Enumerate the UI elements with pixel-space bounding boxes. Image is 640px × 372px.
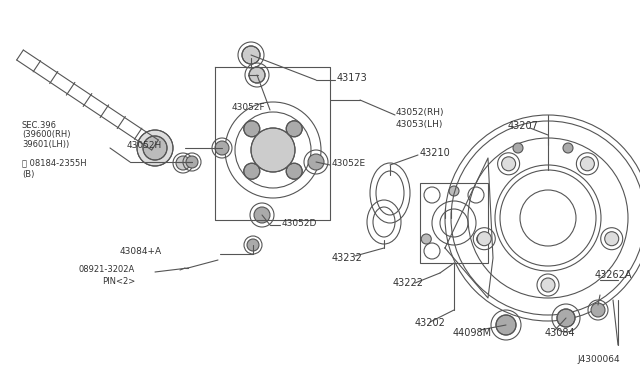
Text: Ⓑ 08184-2355H: Ⓑ 08184-2355H [22, 158, 86, 167]
Text: 43084: 43084 [545, 328, 575, 338]
Circle shape [251, 128, 295, 172]
Text: 44098M: 44098M [453, 328, 492, 338]
Text: 08921-3202A: 08921-3202A [79, 266, 135, 275]
Circle shape [496, 315, 516, 335]
Circle shape [591, 303, 605, 317]
Bar [420, 183, 488, 263]
Text: 43202: 43202 [415, 318, 446, 328]
Circle shape [477, 232, 492, 246]
Text: 39601(LH)): 39601(LH)) [22, 141, 69, 150]
Text: 43232: 43232 [332, 253, 363, 263]
Circle shape [176, 156, 190, 170]
Circle shape [186, 156, 198, 168]
Text: (B): (B) [22, 170, 35, 180]
Text: (39600(RH): (39600(RH) [22, 131, 70, 140]
Circle shape [502, 157, 516, 171]
Circle shape [449, 186, 459, 196]
Text: J4300064: J4300064 [577, 356, 620, 365]
Circle shape [421, 234, 431, 244]
Circle shape [605, 232, 619, 246]
Circle shape [215, 141, 229, 155]
Circle shape [249, 67, 265, 83]
Circle shape [541, 278, 555, 292]
Text: 43207: 43207 [508, 121, 539, 131]
Circle shape [254, 207, 270, 223]
Text: 43222: 43222 [393, 278, 424, 288]
Circle shape [247, 239, 259, 251]
Text: 43052D: 43052D [282, 218, 317, 228]
Circle shape [563, 143, 573, 153]
Circle shape [580, 157, 595, 171]
Text: 43053(LH): 43053(LH) [396, 119, 444, 128]
Text: 43173: 43173 [337, 73, 368, 83]
Circle shape [513, 143, 523, 153]
Text: 43210: 43210 [420, 148, 451, 158]
Circle shape [137, 130, 173, 166]
Circle shape [286, 121, 302, 137]
Text: 43052E: 43052E [332, 158, 366, 167]
Text: 43052F: 43052F [232, 103, 266, 112]
Circle shape [244, 121, 260, 137]
Circle shape [557, 309, 575, 327]
Circle shape [244, 163, 260, 179]
Circle shape [477, 234, 486, 244]
Circle shape [286, 163, 302, 179]
Text: 43262A: 43262A [595, 270, 632, 280]
Text: 43084+A: 43084+A [120, 247, 162, 257]
Text: 43052(RH): 43052(RH) [396, 108, 445, 116]
Circle shape [308, 154, 324, 170]
Text: SEC.396: SEC.396 [22, 121, 57, 129]
Circle shape [143, 136, 167, 160]
Text: 43052H: 43052H [127, 141, 162, 150]
Circle shape [242, 46, 260, 64]
Text: PIN<2>: PIN<2> [102, 276, 135, 285]
